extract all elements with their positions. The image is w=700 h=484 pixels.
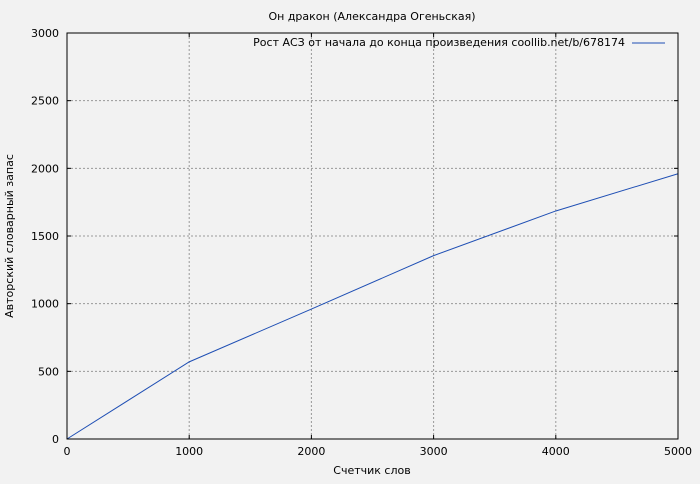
x-axis-label: Счетчик слов (333, 464, 410, 477)
y-axis-label: Авторский словарный запас (3, 154, 16, 318)
ticks: 0 1000 2000 3000 4000 5000 0 500 1000 1500 2000 250… (31, 27, 692, 458)
x-tick-label: 2000 (297, 445, 325, 458)
y-tick-label: 500 (38, 365, 59, 378)
x-tick-label: 4000 (542, 445, 570, 458)
plot-frame (66, 32, 679, 440)
y-tick-label: 0 (52, 433, 59, 446)
chart-title: Он дракон (Александра Огеньская) (268, 10, 475, 23)
grid (67, 33, 678, 439)
series-layer (66, 173, 679, 440)
y-tick-label: 1500 (31, 230, 59, 243)
x-tick-label: 5000 (664, 445, 692, 458)
legend: Рост АСЗ от начала до конца произведения… (253, 36, 665, 49)
y-tick-label: 2500 (31, 95, 59, 108)
y-tick-label: 3000 (31, 27, 59, 40)
y-tick-label: 1000 (31, 298, 59, 311)
x-tick-label: 0 (64, 445, 71, 458)
series-line (66, 173, 679, 440)
x-tick-label: 1000 (175, 445, 203, 458)
legend-label: Рост АСЗ от начала до конца произведения… (253, 36, 625, 49)
y-tick-label: 2000 (31, 162, 59, 175)
x-tick-label: 3000 (420, 445, 448, 458)
